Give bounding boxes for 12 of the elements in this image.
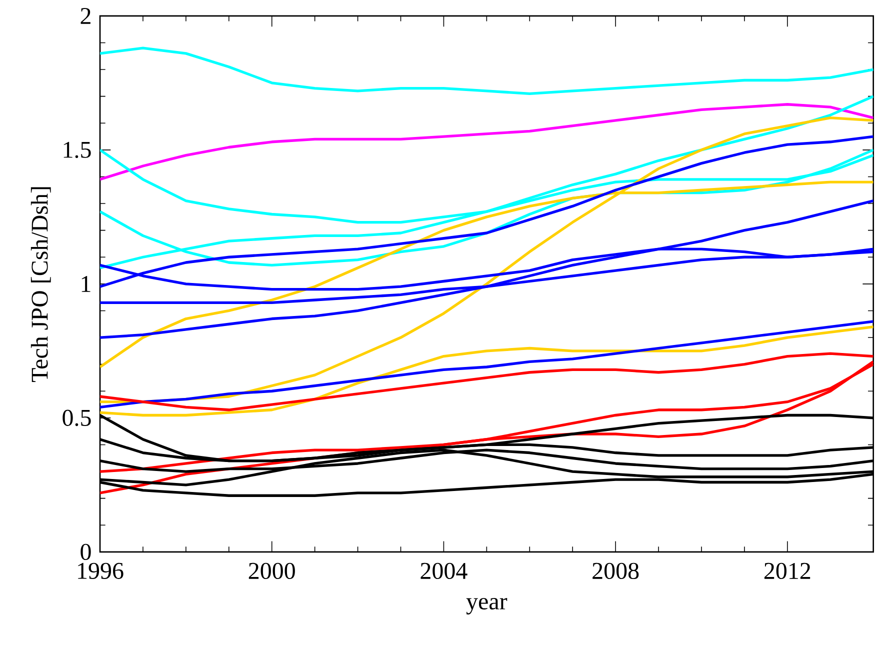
x-tick-label: 1996	[78, 562, 124, 580]
y-axis-title: Tech JPO [Csh/Dsh]	[30, 187, 51, 382]
y-tick-label: 0	[80, 544, 91, 560]
x-axis-title: year	[466, 598, 508, 615]
y-tick-label: 2	[80, 8, 90, 24]
y-tick-label: 1	[82, 276, 90, 292]
y-tick-label: 0.5	[62, 410, 91, 426]
x-tick-label: 2008	[592, 562, 639, 580]
x-tick-label: 2012	[764, 562, 810, 580]
y-tick-label: 1.5	[64, 142, 91, 158]
x-tick-label: 2004	[420, 562, 468, 580]
x-tick-label: 2000	[248, 562, 295, 580]
